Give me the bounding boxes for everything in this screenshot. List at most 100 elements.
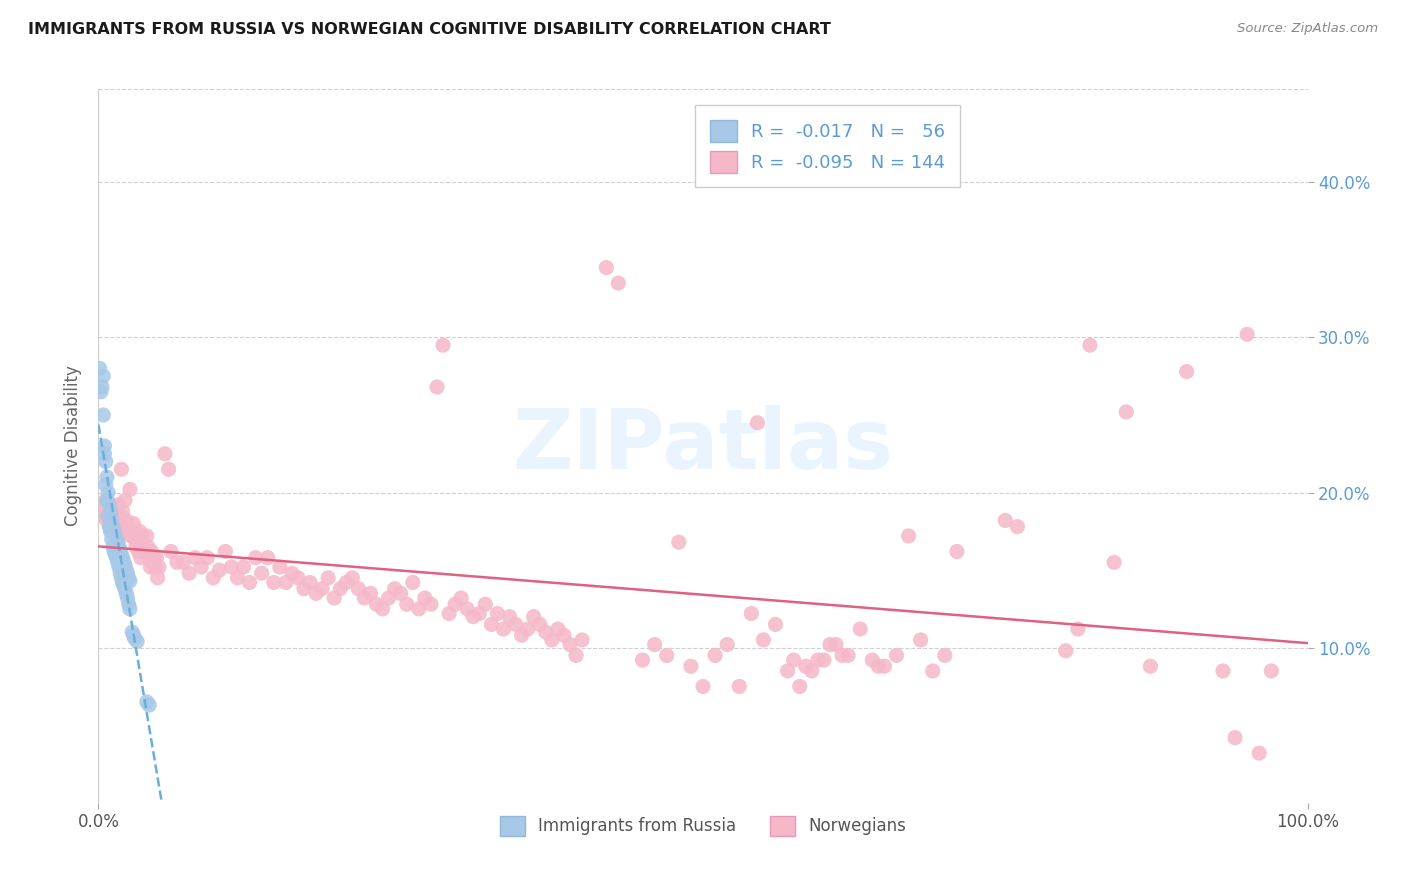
Point <box>142 555 165 569</box>
Point <box>456 602 478 616</box>
Point <box>103 519 125 533</box>
Point <box>529 617 551 632</box>
Point <box>644 638 666 652</box>
Point <box>831 648 853 663</box>
Point <box>329 582 352 596</box>
Point <box>96 470 118 484</box>
Point <box>115 586 138 600</box>
Point <box>776 664 799 678</box>
Point <box>103 544 125 558</box>
Point <box>157 462 180 476</box>
Point <box>98 519 121 533</box>
Point <box>103 524 125 539</box>
Point <box>287 571 309 585</box>
Point <box>813 653 835 667</box>
Point <box>226 571 249 585</box>
Point <box>371 602 394 616</box>
Point <box>395 597 418 611</box>
Point <box>347 582 370 596</box>
Point <box>281 566 304 581</box>
Point <box>389 586 412 600</box>
Point <box>868 659 890 673</box>
Point <box>114 558 136 573</box>
Point <box>214 544 236 558</box>
Point <box>432 338 454 352</box>
Point <box>860 653 883 667</box>
Point <box>195 550 218 565</box>
Point <box>1054 644 1077 658</box>
Point <box>94 493 117 508</box>
Point <box>190 560 212 574</box>
Point <box>93 439 115 453</box>
Point <box>91 369 114 384</box>
Point <box>704 648 727 663</box>
Point <box>897 529 920 543</box>
Point <box>263 575 285 590</box>
Point <box>91 380 114 394</box>
Point <box>94 477 117 491</box>
Point <box>558 638 581 652</box>
Point <box>104 508 127 523</box>
Point <box>413 591 436 605</box>
Point <box>172 555 194 569</box>
Point <box>100 532 122 546</box>
Point <box>127 544 149 558</box>
Point <box>160 544 183 558</box>
Point <box>145 550 167 565</box>
Point <box>1067 622 1090 636</box>
Point <box>111 504 134 518</box>
Point <box>782 653 804 667</box>
Point <box>100 498 122 512</box>
Point <box>110 462 132 476</box>
Point <box>118 519 141 533</box>
Point <box>97 501 120 516</box>
Point <box>166 555 188 569</box>
Point <box>118 574 141 588</box>
Point <box>108 540 131 554</box>
Point <box>765 617 787 632</box>
Point <box>311 582 333 596</box>
Point <box>668 535 690 549</box>
Point <box>232 560 254 574</box>
Point <box>91 508 114 523</box>
Point <box>1078 338 1101 352</box>
Point <box>184 550 207 565</box>
Point <box>114 493 136 508</box>
Point <box>122 516 145 531</box>
Point <box>474 597 496 611</box>
Point <box>505 617 527 632</box>
Point <box>1007 519 1029 533</box>
Point <box>124 632 146 646</box>
Point <box>104 529 127 543</box>
Point <box>679 659 702 673</box>
Point <box>946 544 969 558</box>
Text: ZIPatlas: ZIPatlas <box>513 406 893 486</box>
Point <box>1236 327 1258 342</box>
Point <box>129 550 152 565</box>
Point <box>523 609 546 624</box>
Point <box>138 550 160 565</box>
Point <box>127 634 149 648</box>
Point <box>553 628 575 642</box>
Point <box>120 529 142 543</box>
Point <box>740 607 762 621</box>
Point <box>117 591 139 605</box>
Point <box>122 628 145 642</box>
Point <box>534 625 557 640</box>
Point <box>1260 664 1282 678</box>
Point <box>607 276 630 290</box>
Point <box>141 544 163 558</box>
Point <box>837 648 859 663</box>
Point <box>143 550 166 565</box>
Point <box>250 566 273 581</box>
Point <box>245 550 267 565</box>
Point <box>115 563 138 577</box>
Point <box>98 508 121 523</box>
Point <box>104 548 127 562</box>
Point <box>107 535 129 549</box>
Point <box>274 575 297 590</box>
Point <box>111 575 134 590</box>
Point <box>420 597 443 611</box>
Point <box>100 512 122 526</box>
Point <box>118 571 141 585</box>
